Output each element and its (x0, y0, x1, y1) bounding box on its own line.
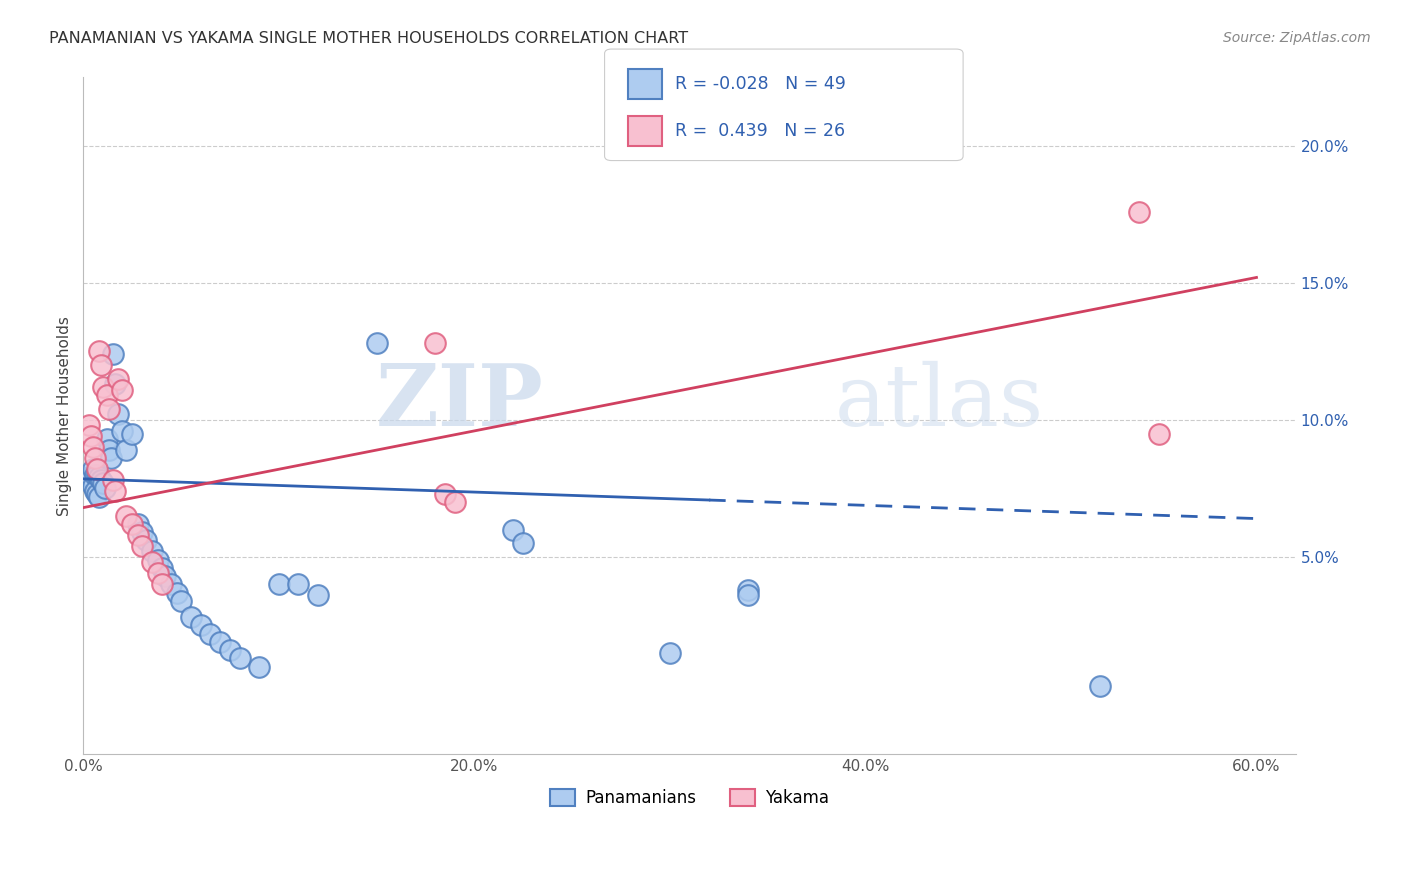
Point (86, 467, 108, 482)
Point (150, 577, 173, 591)
Text: Source: ZipAtlas.com: Source: ZipAtlas.com (1223, 31, 1371, 45)
Point (115, 508, 138, 523)
Point (1088, 679, 1111, 693)
Point (82, 478, 104, 492)
Point (111, 383, 134, 397)
Point (115, 443, 138, 458)
Point (94, 482, 117, 496)
Point (443, 495, 465, 509)
Point (146, 566, 169, 581)
Point (101, 347, 124, 361)
Point (200, 626, 222, 640)
Text: ZIP: ZIP (377, 360, 544, 444)
Point (267, 577, 290, 591)
Point (1128, 204, 1150, 219)
Point (96, 432, 118, 446)
Point (80, 470, 103, 484)
Point (121, 426, 143, 441)
Point (91, 475, 114, 490)
Point (512, 536, 534, 550)
Point (96, 388, 118, 402)
Text: atlas: atlas (835, 360, 1045, 444)
Point (80, 429, 103, 443)
Point (190, 618, 212, 632)
Point (77, 470, 100, 484)
Point (180, 610, 202, 624)
Point (155, 569, 177, 583)
Point (91, 380, 114, 394)
Point (127, 517, 149, 532)
Point (247, 659, 270, 673)
Y-axis label: Single Mother Households: Single Mother Households (58, 316, 72, 516)
Point (209, 635, 232, 649)
Legend: Panamanians, Yakama: Panamanians, Yakama (544, 782, 835, 814)
Point (87, 490, 110, 504)
Point (502, 523, 524, 537)
Point (87, 344, 110, 359)
Point (127, 528, 149, 542)
Point (103, 484, 125, 499)
Point (100, 451, 122, 466)
Point (121, 517, 143, 532)
Point (131, 539, 153, 553)
Point (97, 443, 120, 458)
Point (107, 408, 129, 422)
Point (101, 473, 124, 487)
Point (219, 643, 242, 657)
Point (131, 525, 153, 540)
Point (658, 646, 681, 660)
Point (111, 424, 134, 438)
Point (87, 470, 110, 484)
Point (150, 561, 173, 575)
Point (287, 577, 309, 591)
Point (307, 588, 329, 602)
Point (77, 418, 100, 433)
Point (90, 358, 112, 372)
Point (84, 451, 107, 466)
Text: R =  0.439   N = 26: R = 0.439 N = 26 (675, 122, 845, 140)
Point (107, 372, 129, 386)
Point (103, 377, 125, 392)
Point (141, 556, 163, 570)
Point (166, 585, 188, 599)
Point (90, 473, 112, 487)
Point (82, 462, 104, 476)
Point (737, 582, 759, 597)
Point (366, 336, 388, 351)
Point (84, 467, 107, 482)
Text: R = -0.028   N = 49: R = -0.028 N = 49 (675, 75, 846, 93)
Point (737, 588, 759, 602)
Point (434, 487, 457, 501)
Point (1147, 426, 1170, 441)
Point (97, 401, 120, 416)
Point (86, 487, 108, 501)
Point (228, 651, 250, 665)
Text: PANAMANIAN VS YAKAMA SINGLE MOTHER HOUSEHOLDS CORRELATION CHART: PANAMANIAN VS YAKAMA SINGLE MOTHER HOUSE… (49, 31, 689, 46)
Point (170, 594, 193, 608)
Point (425, 336, 447, 351)
Point (86, 462, 108, 476)
Point (146, 552, 169, 566)
Point (141, 544, 163, 558)
Point (84, 484, 107, 499)
Point (160, 577, 183, 591)
Point (82, 440, 104, 454)
Point (135, 533, 157, 548)
